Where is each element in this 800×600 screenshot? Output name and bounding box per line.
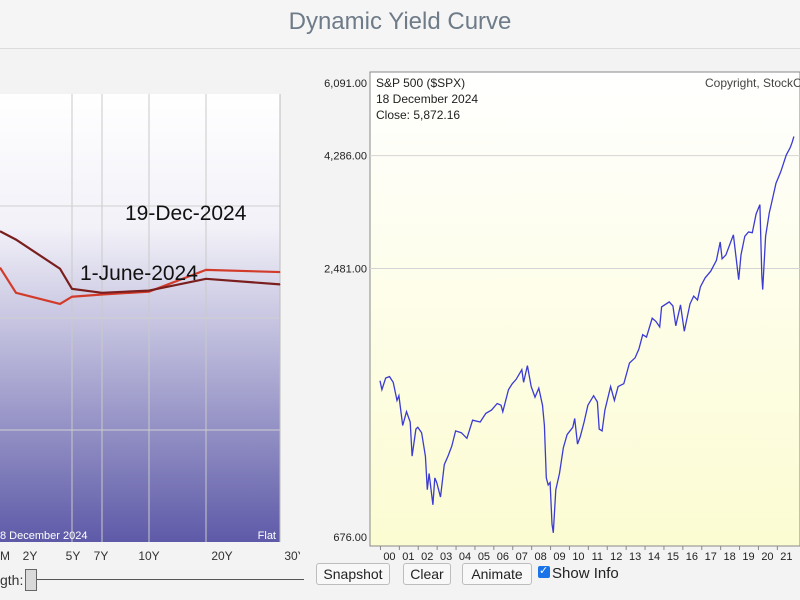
- yield-shape-label: Flat: [258, 530, 276, 542]
- yield-point: [205, 278, 207, 280]
- spx-x-tick: 00: [383, 551, 395, 560]
- show-info-label[interactable]: Show Info: [552, 565, 619, 582]
- series-label-june-2024: 1-June-2024: [80, 262, 198, 285]
- spx-x-tick: 07: [516, 551, 528, 560]
- yield-point: [101, 292, 103, 294]
- spx-x-tick: 19: [742, 551, 754, 560]
- spx-x-tick: 02: [421, 551, 433, 560]
- clear-button[interactable]: Clear: [403, 563, 451, 585]
- yield-point: [71, 296, 73, 298]
- spx-x-tick: 05: [478, 551, 490, 560]
- yield-point: [71, 288, 73, 290]
- yield-series-line-0: [0, 267, 281, 306]
- yield-point: [279, 283, 281, 285]
- yield-point: [279, 271, 281, 273]
- yield-point: [15, 239, 17, 241]
- spx-chart[interactable]: 6,091.00 4,286.00 2,481.00 676.00 00 01 02 03 0…: [300, 70, 800, 560]
- yield-point: [15, 292, 17, 294]
- spx-info-date: 18 December 2024: [376, 92, 478, 106]
- spx-y-tick: 6,091.00: [324, 78, 367, 90]
- spx-price-line: [379, 136, 795, 533]
- spx-x-tick: 16: [686, 551, 698, 560]
- yield-series-line-1: [0, 230, 281, 294]
- snapshot-button[interactable]: Snapshot: [316, 563, 390, 585]
- yield-info-date: 8 December 2024: [0, 530, 87, 542]
- yield-x-tick: 30Y: [284, 549, 300, 563]
- spx-x-tick: 14: [648, 551, 660, 560]
- yield-point: [205, 269, 207, 271]
- spx-x-tick: 20: [761, 551, 773, 560]
- spx-x-tick: 01: [402, 551, 414, 560]
- spx-x-tick: 21: [780, 551, 792, 560]
- yield-x-tick: 2Y: [23, 549, 38, 563]
- spx-x-tick: 18: [724, 551, 736, 560]
- yield-point: [148, 290, 150, 292]
- animate-button[interactable]: Animate: [462, 563, 532, 585]
- spx-x-tick: 17: [705, 551, 717, 560]
- yield-x-tick: 10Y: [138, 549, 159, 563]
- spx-x-tick: 08: [535, 551, 547, 560]
- yield-point: [59, 303, 61, 305]
- spx-info-close: Close: 5,872.16: [376, 108, 460, 122]
- yield-point: [101, 293, 103, 295]
- spx-y-tick: 2,481.00: [324, 263, 367, 275]
- spx-x-tick: 15: [667, 551, 679, 560]
- spx-title: S&P 500 ($SPX): [376, 76, 465, 90]
- yield-curve-chart[interactable]: M 2Y 5Y 7Y 10Y 20Y 30Y 8 December 2024 Flat: [0, 50, 300, 568]
- series-label-dec-2024: 19-Dec-2024: [125, 202, 247, 225]
- spx-plot-background: [369, 71, 800, 547]
- spx-x-tick: 06: [497, 551, 509, 560]
- slider-track[interactable]: [36, 579, 304, 580]
- slider-label: gth:: [0, 572, 24, 588]
- slider-handle[interactable]: [25, 569, 37, 591]
- spx-copyright: Copyright, StockC: [705, 76, 800, 90]
- yield-point: [59, 268, 61, 270]
- show-info-checkbox[interactable]: [538, 564, 550, 578]
- yield-x-tick: 5Y: [66, 549, 81, 563]
- page-title: Dynamic Yield Curve: [0, 0, 800, 49]
- spx-y-tick: 4,286.00: [324, 151, 367, 163]
- yield-x-tick: M: [0, 549, 10, 563]
- spx-x-tick: 09: [553, 551, 565, 560]
- spx-y-tick: 676.00: [333, 532, 367, 544]
- yield-x-tick: 7Y: [94, 549, 109, 563]
- spx-x-tick: 10: [572, 551, 584, 560]
- yield-x-tick: 20Y: [211, 549, 232, 563]
- spx-x-tick: 04: [459, 551, 471, 560]
- spx-x-tick: 13: [629, 551, 641, 560]
- spx-x-tick: 03: [440, 551, 452, 560]
- spx-x-tick: 12: [610, 551, 622, 560]
- spx-x-tick: 11: [592, 551, 603, 560]
